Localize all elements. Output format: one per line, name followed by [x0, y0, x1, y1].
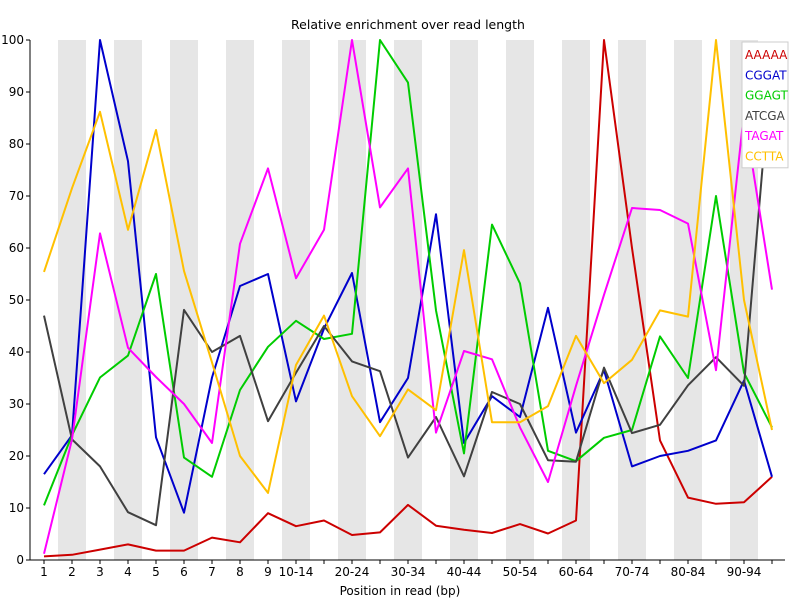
- legend-entry-aaaaa: AAAAA: [745, 48, 788, 62]
- x-tick-label: 5: [152, 565, 160, 579]
- y-tick-label: 20: [9, 449, 24, 463]
- x-tick-label: 40-44: [447, 565, 482, 579]
- grid-band: [506, 40, 534, 560]
- series-line-cggat: [43, 39, 773, 514]
- y-tick-label: 100: [1, 33, 24, 47]
- x-tick-label: 3: [96, 565, 104, 579]
- x-tick-label: 90-94: [727, 565, 762, 579]
- x-tick-label: 7: [208, 565, 216, 579]
- x-tick-label: 4: [124, 565, 132, 579]
- x-tick-label: 9: [264, 565, 272, 579]
- legend-entry-ggagt: GGAGT: [745, 89, 788, 103]
- x-tick-label: 70-74: [615, 565, 650, 579]
- series-line-atcga: [43, 55, 773, 527]
- x-tick-label: 1: [40, 565, 48, 579]
- x-tick-label: 80-84: [671, 565, 706, 579]
- legend-entry-cggat: CGGAT: [745, 68, 787, 82]
- series-line-ggagt: [43, 39, 773, 506]
- legend: AAAAA CGGAT GGAGT ATCGA TAGAT CCTTA: [741, 41, 789, 169]
- grid-band: [562, 40, 590, 560]
- y-tick-label: 90: [9, 85, 24, 99]
- legend-box: [741, 41, 789, 169]
- legend-entry-cctta: CCTTA: [745, 150, 784, 164]
- x-tick-label: 2: [68, 565, 76, 579]
- grid-band: [226, 40, 254, 560]
- y-tick-label: 30: [9, 397, 24, 411]
- y-tick-label: 80: [9, 137, 24, 151]
- y-tick-label: 10: [9, 501, 24, 515]
- x-tick-label: 10-14: [279, 565, 314, 579]
- series-line-cctta: [43, 39, 773, 494]
- series-line-aaaaa: [43, 39, 773, 558]
- x-tick-label: 60-64: [559, 565, 594, 579]
- x-tick-label: 50-54: [503, 565, 538, 579]
- grid-band: [450, 40, 478, 560]
- legend-entry-tagat: TAGAT: [744, 129, 784, 143]
- series-line-tagat: [43, 39, 773, 555]
- legend-entry-atcga: ATCGA: [745, 109, 786, 123]
- grid-band: [114, 40, 142, 560]
- x-axis-label: Position in read (bp): [340, 584, 461, 598]
- grid-band: [338, 40, 366, 560]
- grid-band: [282, 40, 310, 560]
- x-tick-label: 30-34: [391, 565, 426, 579]
- y-tick-label: 0: [16, 553, 24, 567]
- grid-band: [618, 40, 646, 560]
- y-tick-label: 50: [9, 293, 24, 307]
- x-tick-label: 20-24: [335, 565, 370, 579]
- chart-title: Relative enrichment over read length: [291, 17, 525, 32]
- x-tick-label: 8: [236, 565, 244, 579]
- grid-band: [394, 40, 422, 560]
- y-tick-label: 70: [9, 189, 24, 203]
- x-tick-label: 6: [180, 565, 188, 579]
- y-tick-label: 40: [9, 345, 24, 359]
- grid-band: [674, 40, 702, 560]
- y-tick-label: 60: [9, 241, 24, 255]
